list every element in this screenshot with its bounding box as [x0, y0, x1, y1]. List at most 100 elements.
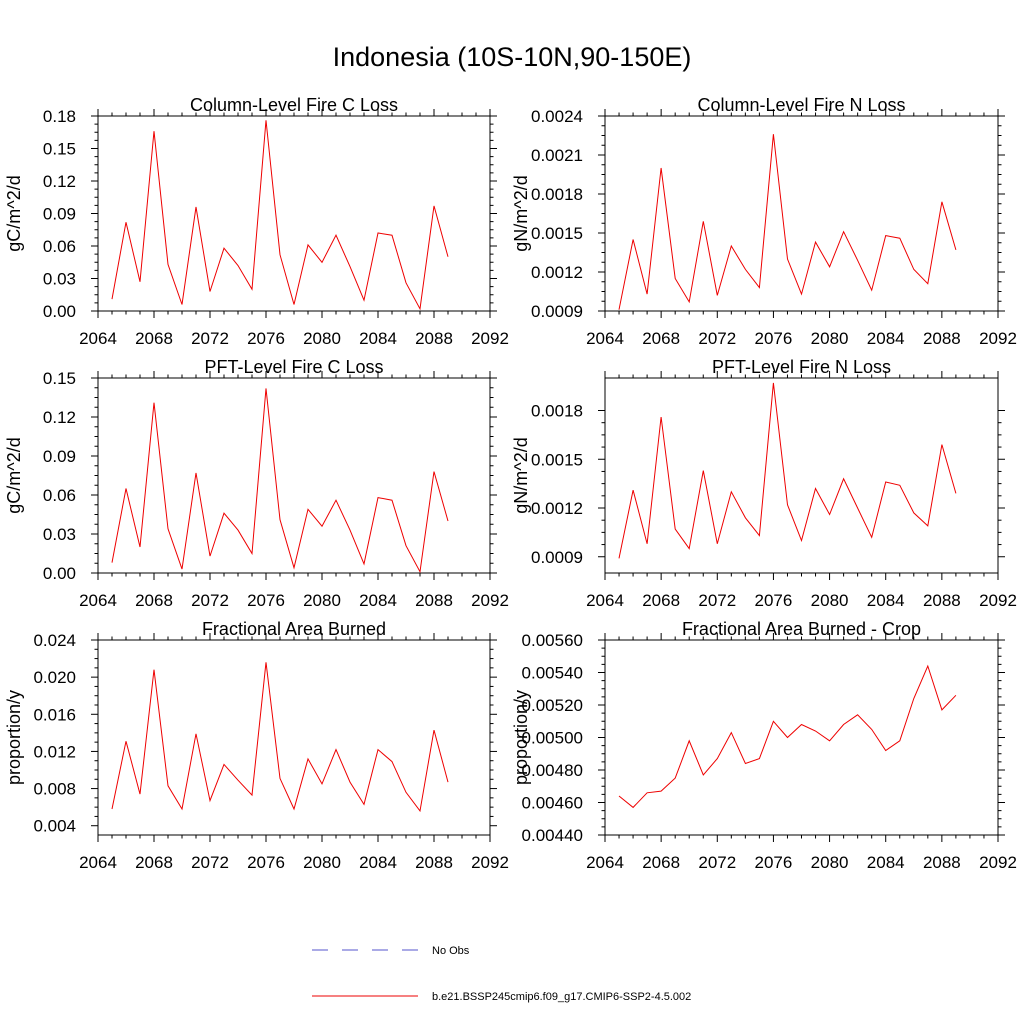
x-tick-label: 2088	[415, 853, 453, 872]
y-axis-label: gC/m^2/d	[4, 437, 24, 513]
x-tick-label: 2068	[642, 329, 680, 348]
x-tick-label: 2068	[135, 853, 173, 872]
x-tick-label: 2064	[79, 329, 117, 348]
x-tick-label: 2088	[923, 591, 961, 610]
y-tick-label: 0.03	[43, 270, 76, 289]
x-tick-label: 2072	[698, 853, 736, 872]
y-tick-label: 0.00	[43, 564, 76, 583]
y-tick-label: 0.016	[33, 705, 76, 724]
y-tick-label: 0.0015	[531, 224, 583, 243]
x-tick-label: 2068	[642, 591, 680, 610]
x-tick-label: 2084	[867, 853, 905, 872]
x-tick-label: 2064	[79, 591, 117, 610]
x-tick-label: 2088	[923, 853, 961, 872]
y-tick-label: 0.0021	[531, 146, 583, 165]
y-tick-label: 0.0009	[531, 548, 583, 567]
x-tick-label: 2080	[303, 591, 341, 610]
y-axis-label: gN/m^2/d	[511, 437, 531, 513]
y-tick-label: 0.00440	[522, 826, 583, 845]
plot-frame	[604, 639, 999, 836]
x-tick-label: 2084	[359, 591, 397, 610]
y-tick-label: 0.020	[33, 668, 76, 687]
x-tick-label: 2092	[979, 329, 1017, 348]
legend-label-no-obs: No Obs	[432, 945, 470, 957]
x-tick-label: 2092	[471, 329, 509, 348]
panel-title: Column-Level Fire C Loss	[190, 95, 398, 115]
panel-title: Fractional Area Burned - Crop	[682, 619, 921, 639]
y-tick-label: 0.06	[43, 237, 76, 256]
chart-panel-3: PFT-Level Fire C Loss gC/m^2/d 2064 2068 207…	[4, 357, 509, 610]
plot-frame	[604, 115, 999, 312]
y-tick-label: 0.00500	[522, 729, 583, 748]
x-tick-label: 2068	[642, 853, 680, 872]
y-tick-label: 0.09	[43, 205, 76, 224]
legend: No Obs b.e21.BSSP245cmip6.f09_g17.CMIP6-…	[312, 945, 691, 1003]
chart-panel-6: Fractional Area Burned - Crop proportion/…	[511, 619, 1017, 872]
y-tick-label: 0.18	[43, 107, 76, 126]
y-tick-label: 0.09	[43, 447, 76, 466]
x-tick-label: 2080	[811, 591, 849, 610]
y-tick-label: 0.0015	[531, 450, 583, 469]
x-tick-label: 2088	[923, 329, 961, 348]
x-tick-label: 2080	[811, 329, 849, 348]
plot-frame	[97, 639, 491, 836]
y-tick-label: 0.00	[43, 302, 76, 321]
x-tick-label: 2076	[247, 591, 285, 610]
y-tick-label: 0.004	[33, 817, 76, 836]
panel-title: Fractional Area Burned	[202, 619, 386, 639]
y-axis-label: proportion/y	[511, 690, 531, 785]
panel-title: PFT-Level Fire C Loss	[204, 357, 383, 377]
y-tick-label: 0.12	[43, 408, 76, 427]
x-tick-label: 2084	[867, 591, 905, 610]
y-tick-label: 0.00520	[522, 696, 583, 715]
plot-frame	[604, 377, 999, 574]
panel-title: Column-Level Fire N Loss	[697, 95, 905, 115]
chart-panel-4: PFT-Level Fire N Loss gN/m^2/d 2064 2068 207…	[511, 357, 1017, 610]
chart-panel-2: Column-Level Fire N Loss gN/m^2/d 2064 2068…	[511, 95, 1017, 348]
x-tick-label: 2080	[811, 853, 849, 872]
x-tick-label: 2084	[359, 853, 397, 872]
x-tick-label: 2084	[867, 329, 905, 348]
x-tick-label: 2064	[586, 853, 624, 872]
x-tick-label: 2088	[415, 591, 453, 610]
x-tick-label: 2076	[247, 329, 285, 348]
x-tick-label: 2076	[755, 591, 793, 610]
chart-panels: Column-Level Fire C Loss gC/m^2/d 2064 2068…	[4, 95, 1017, 872]
x-tick-label: 2068	[135, 591, 173, 610]
chart-panel-5: Fractional Area Burned proportion/y 2064 20…	[4, 619, 509, 872]
y-tick-label: 0.00540	[522, 664, 583, 683]
y-tick-label: 0.03	[43, 525, 76, 544]
x-tick-label: 2064	[586, 329, 624, 348]
series-line-1	[111, 388, 449, 574]
series-line-1	[618, 664, 957, 809]
y-tick-label: 0.024	[33, 631, 76, 650]
y-axis-label: gN/m^2/d	[511, 175, 531, 251]
y-tick-label: 0.0024	[531, 107, 583, 126]
y-tick-label: 0.06	[43, 486, 76, 505]
x-tick-label: 2092	[979, 853, 1017, 872]
x-tick-label: 2080	[303, 853, 341, 872]
y-tick-label: 0.0018	[531, 185, 583, 204]
y-tick-label: 0.00460	[522, 794, 583, 813]
x-tick-label: 2068	[135, 329, 173, 348]
x-tick-label: 2072	[698, 329, 736, 348]
panel-title: PFT-Level Fire N Loss	[712, 357, 891, 377]
series-line-1	[618, 382, 957, 559]
x-tick-label: 2080	[303, 329, 341, 348]
x-tick-label: 2072	[191, 853, 229, 872]
x-tick-label: 2076	[247, 853, 285, 872]
figure-title: Indonesia (10S-10N,90-150E)	[333, 42, 692, 72]
y-tick-label: 0.0018	[531, 402, 583, 421]
x-tick-label: 2064	[586, 591, 624, 610]
x-tick-label: 2092	[471, 853, 509, 872]
y-tick-label: 0.012	[33, 742, 76, 761]
y-tick-label: 0.008	[33, 780, 76, 799]
legend-label-model-run: b.e21.BSSP245cmip6.f09_g17.CMIP6-SSP2-4.…	[432, 991, 691, 1003]
y-tick-label: 0.00480	[522, 761, 583, 780]
x-tick-label: 2092	[979, 591, 1017, 610]
x-tick-label: 2072	[698, 591, 736, 610]
y-axis-label: proportion/y	[4, 690, 24, 785]
series-line-1	[618, 134, 957, 310]
y-tick-label: 0.0012	[531, 499, 583, 518]
